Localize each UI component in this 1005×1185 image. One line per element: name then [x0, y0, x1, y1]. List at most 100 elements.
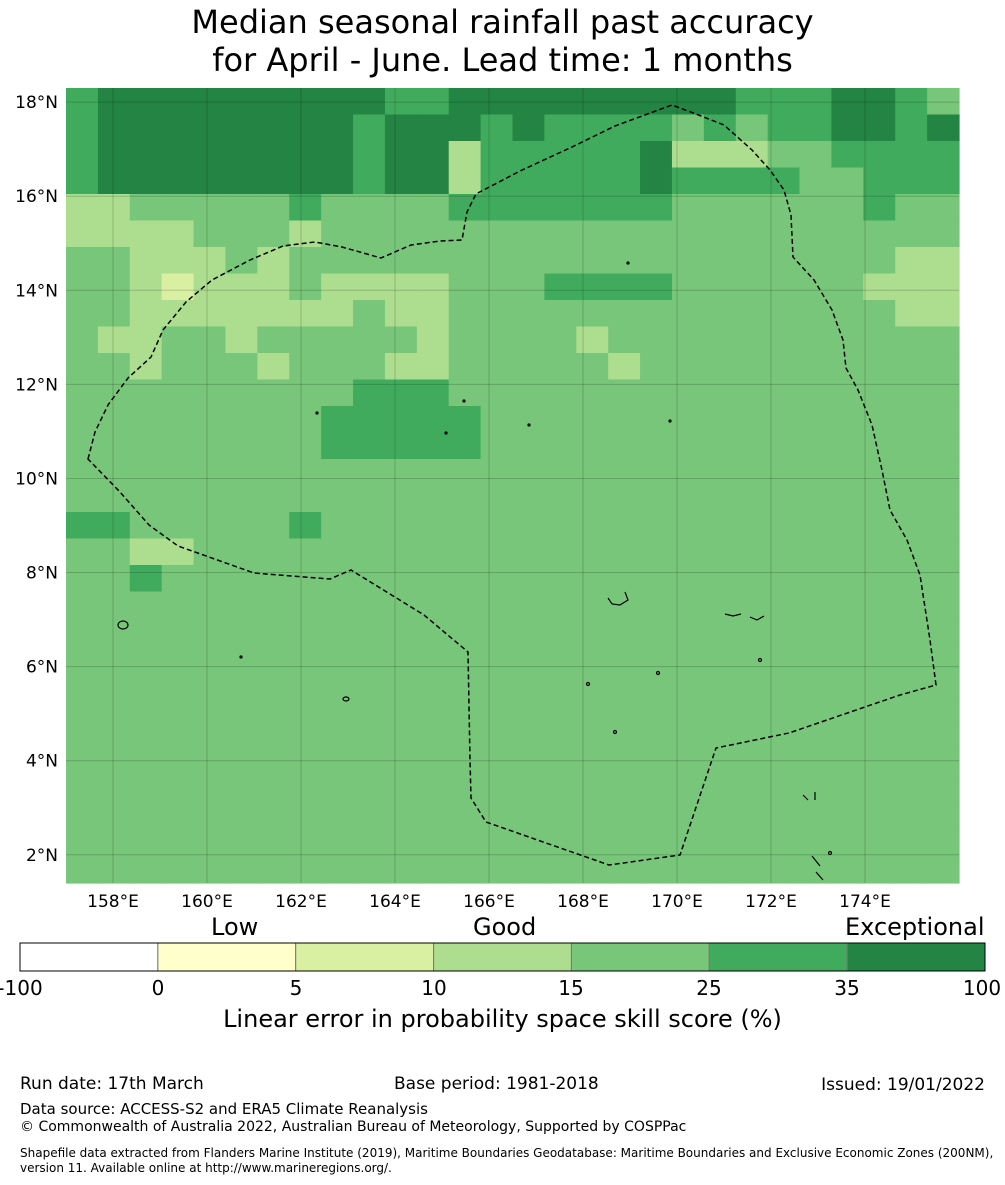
skill-cell: [289, 724, 322, 752]
skill-cell: [576, 326, 609, 354]
skill-cell: [767, 353, 801, 381]
skill-cell: [895, 459, 928, 487]
skill-cell: [895, 512, 928, 540]
skill-cell: [384, 247, 418, 275]
skill-cell: [97, 220, 131, 248]
skill-cell: [831, 273, 864, 301]
skill-cell: [895, 273, 928, 301]
skill-cell: [97, 194, 131, 222]
skill-cell: [97, 671, 131, 699]
skill-cell: [129, 538, 163, 566]
skill-cell: [289, 114, 322, 142]
skill-cell: [512, 803, 545, 831]
skill-cell: [576, 618, 609, 646]
skill-cell: [129, 777, 163, 805]
colorbar-tick: 10: [421, 976, 447, 1000]
skill-cell: [576, 565, 609, 593]
skill-cell: [703, 671, 737, 699]
skill-cell: [735, 167, 769, 195]
skill-cell: [66, 194, 99, 222]
skill-cell: [576, 300, 609, 328]
skill-cell: [767, 750, 801, 778]
skill-cell: [735, 406, 769, 434]
skill-cell: [416, 697, 450, 725]
skill-cell: [321, 565, 354, 593]
skill-cell: [576, 114, 609, 142]
colorbar-label-exceptional: Exceptional: [845, 913, 985, 941]
skill-cell: [544, 697, 577, 725]
skill-cell: [576, 432, 609, 460]
skill-cell: [416, 167, 450, 195]
skill-cell: [927, 485, 960, 513]
skill-cell: [193, 379, 227, 407]
skill-cell: [927, 671, 960, 699]
skill-cell: [193, 406, 227, 434]
skill-cell: [735, 459, 769, 487]
skill-cell: [831, 167, 864, 195]
skill-cell: [384, 432, 418, 460]
skill-cell: [448, 379, 482, 407]
skill-cell: [640, 750, 673, 778]
skill-cell: [895, 697, 928, 725]
skill-cell: [512, 459, 545, 487]
skill-cell: [416, 512, 450, 540]
skill-cell: [703, 565, 737, 593]
skill-cell: [353, 432, 386, 460]
skill-cell: [416, 644, 450, 672]
skill-cell: [353, 591, 386, 619]
skill-cell: [671, 141, 705, 169]
skill-cell: [671, 591, 705, 619]
skill-cell: [193, 432, 227, 460]
skill-cell: [735, 697, 769, 725]
lat-tick-label: 12°N: [15, 375, 58, 395]
skill-cell: [66, 565, 99, 593]
skill-cell: [703, 856, 737, 884]
skill-cell: [544, 856, 577, 884]
skill-cell: [671, 326, 705, 354]
skill-cell: [384, 856, 418, 884]
skill-cell: [225, 777, 258, 805]
skill-cell: [799, 88, 833, 116]
skill-cell: [512, 724, 545, 752]
skill-cell: [161, 379, 195, 407]
skill-cell: [321, 644, 354, 672]
skill-cell: [257, 671, 290, 699]
skill-cell: [831, 565, 864, 593]
skill-cell: [640, 432, 673, 460]
skill-cell: [225, 671, 258, 699]
skill-cell: [831, 485, 864, 513]
skill-cell: [480, 247, 514, 275]
skill-cell: [831, 114, 864, 142]
skill-cell: [927, 247, 960, 275]
skill-cell: [129, 618, 163, 646]
skill-cell: [289, 141, 322, 169]
skill-cell: [416, 803, 450, 831]
skill-cell: [863, 803, 896, 831]
islands: [117, 261, 833, 881]
skill-cell: [863, 591, 896, 619]
colorbar-segment: [19, 942, 159, 972]
skill-cell: [640, 644, 673, 672]
colorbar-label-good: Good: [473, 913, 537, 941]
skill-cell: [353, 803, 386, 831]
lat-tick-label: 18°N: [15, 93, 58, 113]
skill-cell: [257, 88, 290, 116]
skill-cell: [512, 273, 545, 301]
skill-cell: [257, 644, 290, 672]
skill-cell: [193, 485, 227, 513]
skill-cell: [576, 485, 609, 513]
skill-cell: [927, 538, 960, 566]
skill-cell: [321, 485, 354, 513]
skill-cell: [640, 565, 673, 593]
skill-cell: [608, 141, 641, 169]
skill-cell: [608, 194, 641, 222]
skill-cell: [863, 856, 896, 884]
skill-cell: [608, 512, 641, 540]
colorbar-tick: 25: [696, 976, 722, 1000]
skill-cell: [480, 88, 514, 116]
skill-cell: [863, 379, 896, 407]
skill-cell: [895, 750, 928, 778]
skill-cell: [353, 353, 386, 381]
skill-cell: [448, 724, 482, 752]
skill-cell: [799, 194, 833, 222]
